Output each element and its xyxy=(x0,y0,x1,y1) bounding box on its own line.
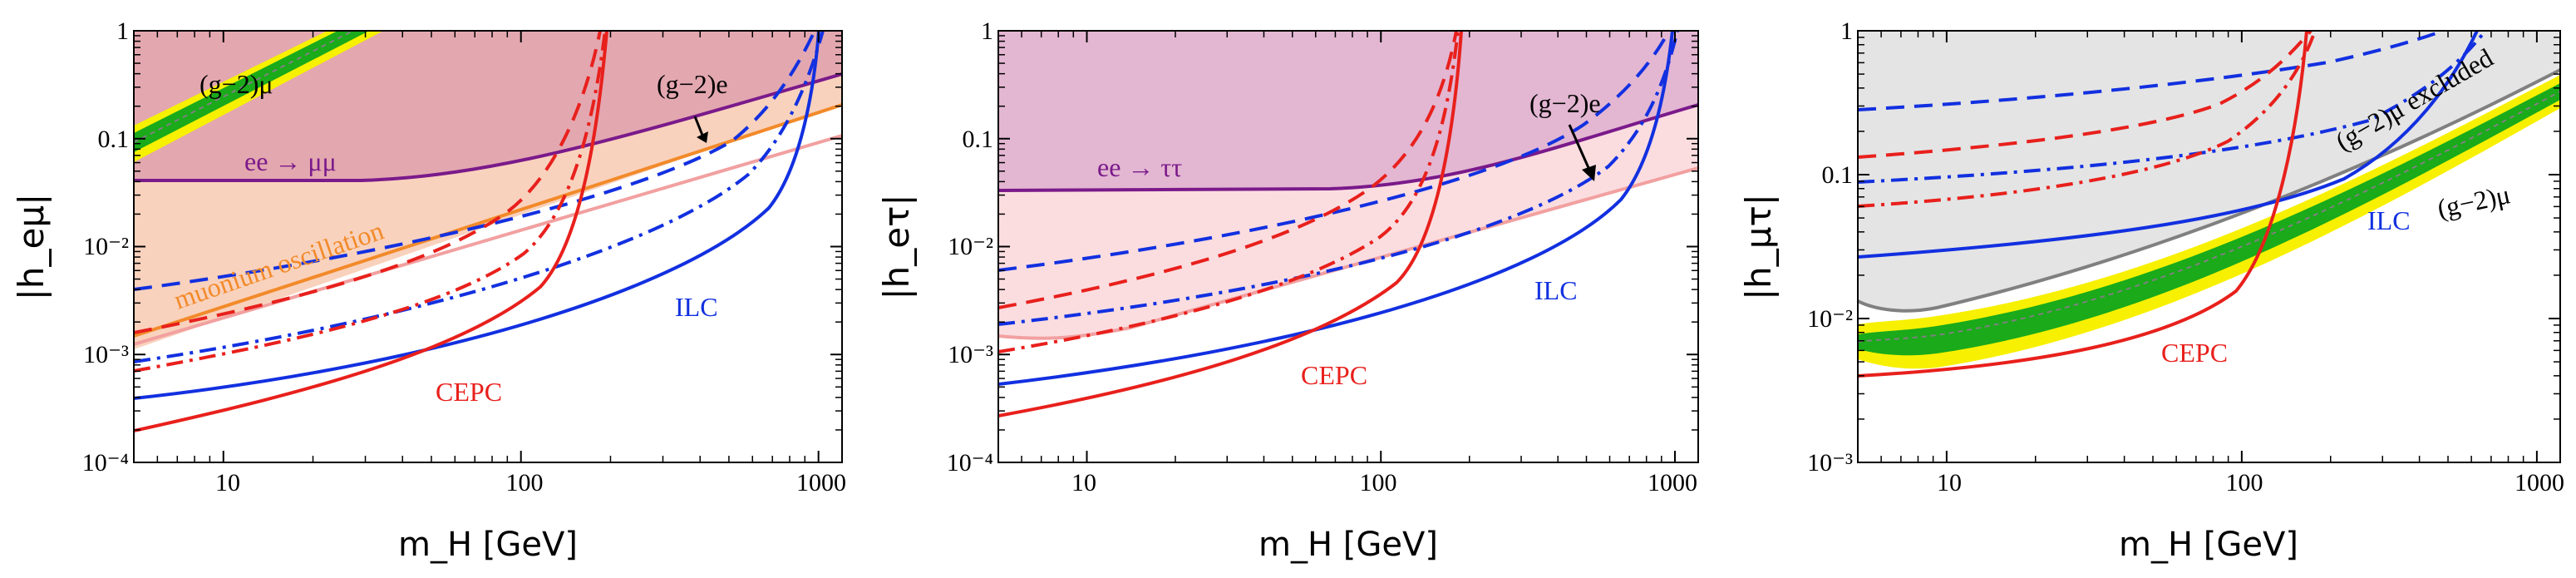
arrow-gm2e-head xyxy=(697,131,708,143)
curve-muonium xyxy=(134,103,842,338)
axis-ticks-1 xyxy=(133,30,842,463)
curve-cepc-dotdash xyxy=(998,31,1460,353)
xtick-label: 100 xyxy=(2226,469,2263,496)
xtick-label: 100 xyxy=(506,469,544,496)
label-ilc: ILC xyxy=(2367,205,2411,235)
curve-ilc-dash xyxy=(134,31,816,291)
curve-ilc-dotdash xyxy=(998,31,1679,326)
curve-cepc-solid xyxy=(134,31,608,432)
plot-area-3 xyxy=(1858,31,2560,462)
curve-cepc-solid xyxy=(1858,31,2308,378)
xtick-label: 10 xyxy=(215,469,240,496)
y-axis-label: |h_eτ| xyxy=(876,194,917,299)
curve-ilc-solid xyxy=(998,31,1674,386)
ytick-label: 0.1 xyxy=(98,126,130,153)
curve-ee-mumu xyxy=(134,72,842,182)
curve-cepc-dotdash xyxy=(134,31,607,373)
label-cepc: CEPC xyxy=(1301,360,1367,390)
x-axis-label: m_H [GeV] xyxy=(398,526,578,564)
x-axis-label: m_H [GeV] xyxy=(1258,526,1438,564)
curve-ilc-dotdash xyxy=(134,31,825,363)
curve-ilc-solid xyxy=(1858,31,2479,259)
panel-h-etau: 1 0.1 10⁻² 10⁻³ 10⁻⁴ 10 100 1000 m_H [Ge… xyxy=(876,17,1699,564)
ytick-label: 1 xyxy=(981,17,993,45)
curve-cepc-dotdash xyxy=(1858,31,2317,208)
xtick-label: 1000 xyxy=(796,469,846,496)
axis-ticks-3 xyxy=(1857,30,2560,463)
xtick-label: 10 xyxy=(1937,469,1962,496)
panel-h-emu: 1 0.1 10⁻² 10⁻³ 10⁻⁴ 10 100 1000 m_H [Ge… xyxy=(11,17,846,564)
ytick-label: 10⁻² xyxy=(1807,305,1853,333)
y-axis-label: |h_μτ| xyxy=(1738,194,1779,300)
ytick-label: 10⁻⁴ xyxy=(82,449,129,477)
curve-ilc-dash xyxy=(1858,31,2445,111)
curve-cepc-dash xyxy=(1858,31,2312,159)
axes-frame-3 xyxy=(1857,30,2561,463)
ytick-label: 10⁻³ xyxy=(1807,449,1853,477)
curve-ilc-dash xyxy=(998,31,1671,272)
plot-area-2 xyxy=(998,31,1698,462)
curve-ee-tautau xyxy=(998,103,1698,192)
curve-gm2mu-excluded xyxy=(1858,68,2560,313)
label-ee-mumu: ee → μμ xyxy=(244,146,337,176)
label-ee-tautau: ee → ττ xyxy=(1097,152,1182,182)
x-axis-label: m_H [GeV] xyxy=(2119,526,2298,564)
ytick-label: 0.1 xyxy=(963,126,994,153)
gm2mu-band-yellow xyxy=(134,31,384,162)
panel-h-mutau: 1 0.1 10⁻² 10⁻³ 10 100 1000 m_H [GeV] |h… xyxy=(1738,17,2564,564)
axis-ticks-2 xyxy=(997,30,1698,463)
label-cepc: CEPC xyxy=(436,377,502,407)
gm2mu-band-green xyxy=(134,31,370,152)
ytick-label: 10⁻² xyxy=(948,233,993,260)
curve-ilc-solid xyxy=(134,31,820,400)
curve-cepc-solid xyxy=(998,31,1463,417)
plot-area-1 xyxy=(134,31,842,462)
label-ilc: ILC xyxy=(1534,275,1578,305)
ytick-label: 10⁻³ xyxy=(83,341,129,368)
y-axis-label: |h_eμ| xyxy=(11,194,52,300)
xtick-label: 100 xyxy=(1360,469,1397,496)
label-gm2mu: (g−2)μ xyxy=(199,69,273,99)
curve-cepc-dash xyxy=(134,31,602,334)
ytick-label: 10⁻² xyxy=(83,233,129,260)
ytick-label: 10⁻³ xyxy=(948,341,993,368)
region-ee-excluded xyxy=(998,31,1698,190)
gm2mu-band-center xyxy=(134,31,355,143)
ytick-label: 1 xyxy=(116,17,129,45)
gm2mu-band-center xyxy=(1858,91,2560,343)
curve-ilc-dotdash xyxy=(1858,31,2487,184)
label-cepc: CEPC xyxy=(2161,338,2228,368)
xtick-label: 1000 xyxy=(1648,469,1697,496)
curve-gm2e xyxy=(134,134,842,346)
ytick-label: 0.1 xyxy=(1822,161,1854,189)
arrow-gm2e-head xyxy=(1582,165,1596,181)
arrow-gm2e xyxy=(1568,124,1591,170)
xtick-label: 1000 xyxy=(2514,469,2564,496)
label-ilc: ILC xyxy=(675,292,718,322)
gm2mu-band-green xyxy=(1858,83,2560,356)
xtick-label: 10 xyxy=(1071,469,1096,496)
ytick-label: 1 xyxy=(1840,17,1853,45)
curve-cepc-dash xyxy=(998,31,1458,309)
curve-gm2e xyxy=(998,166,1698,340)
arrow-gm2e xyxy=(693,116,705,138)
label-gm2e: (g−2)e xyxy=(657,69,728,99)
label-gm2e: (g−2)e xyxy=(1529,88,1601,118)
ytick-label: 10⁻⁴ xyxy=(947,449,993,477)
